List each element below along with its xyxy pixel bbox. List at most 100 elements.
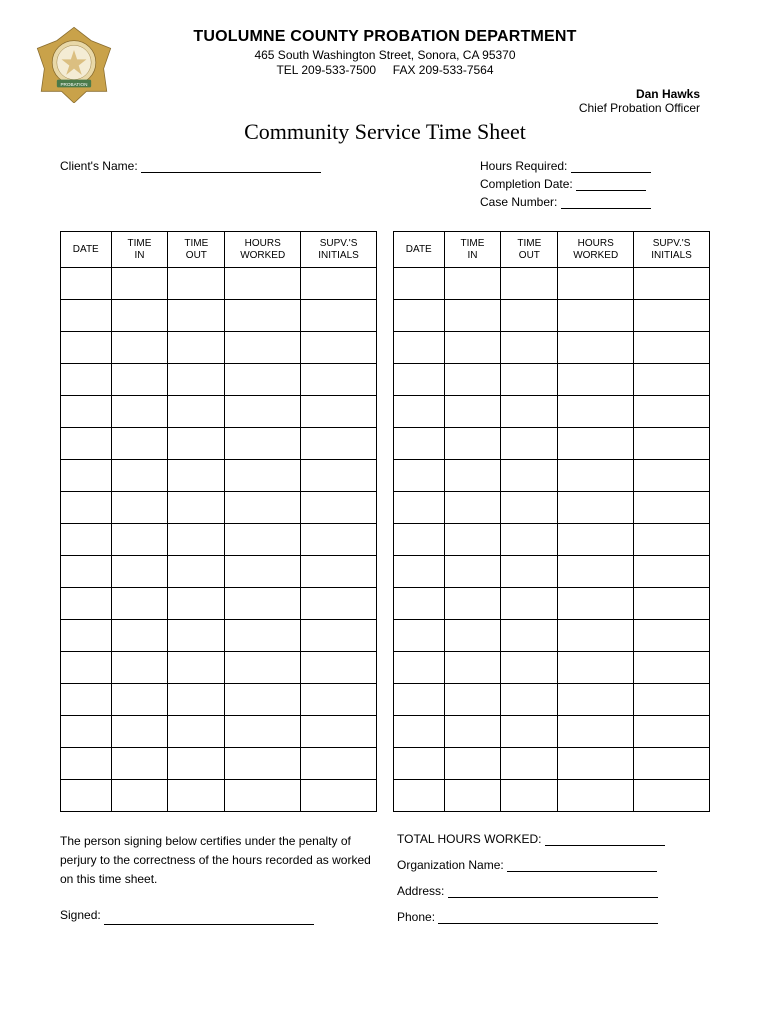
table-cell[interactable] — [225, 780, 301, 812]
total-hours-input[interactable] — [545, 834, 665, 846]
address-input[interactable] — [448, 886, 658, 898]
table-cell[interactable] — [558, 460, 634, 492]
table-cell[interactable] — [634, 492, 710, 524]
table-cell[interactable] — [301, 428, 377, 460]
table-cell[interactable] — [61, 652, 112, 684]
table-cell[interactable] — [558, 428, 634, 460]
table-cell[interactable] — [225, 620, 301, 652]
table-cell[interactable] — [61, 556, 112, 588]
table-cell[interactable] — [394, 332, 445, 364]
table-cell[interactable] — [111, 300, 168, 332]
table-cell[interactable] — [168, 268, 225, 300]
table-cell[interactable] — [168, 620, 225, 652]
table-cell[interactable] — [225, 396, 301, 428]
table-cell[interactable] — [168, 428, 225, 460]
table-cell[interactable] — [558, 652, 634, 684]
table-cell[interactable] — [301, 620, 377, 652]
table-cell[interactable] — [634, 716, 710, 748]
table-cell[interactable] — [168, 396, 225, 428]
table-cell[interactable] — [61, 396, 112, 428]
table-cell[interactable] — [394, 428, 445, 460]
table-cell[interactable] — [111, 556, 168, 588]
table-cell[interactable] — [558, 716, 634, 748]
table-cell[interactable] — [501, 684, 558, 716]
table-cell[interactable] — [444, 780, 501, 812]
table-cell[interactable] — [394, 364, 445, 396]
table-cell[interactable] — [168, 460, 225, 492]
table-cell[interactable] — [634, 556, 710, 588]
table-cell[interactable] — [558, 556, 634, 588]
table-cell[interactable] — [301, 300, 377, 332]
table-cell[interactable] — [558, 364, 634, 396]
table-cell[interactable] — [301, 492, 377, 524]
table-cell[interactable] — [558, 748, 634, 780]
table-cell[interactable] — [111, 780, 168, 812]
table-cell[interactable] — [61, 684, 112, 716]
table-cell[interactable] — [225, 652, 301, 684]
table-cell[interactable] — [168, 780, 225, 812]
hours-required-input[interactable] — [571, 161, 651, 173]
table-cell[interactable] — [558, 524, 634, 556]
table-cell[interactable] — [444, 364, 501, 396]
table-cell[interactable] — [111, 332, 168, 364]
table-cell[interactable] — [301, 556, 377, 588]
case-number-input[interactable] — [561, 197, 651, 209]
table-cell[interactable] — [634, 364, 710, 396]
table-cell[interactable] — [444, 396, 501, 428]
table-cell[interactable] — [558, 620, 634, 652]
completion-date-input[interactable] — [576, 179, 646, 191]
table-cell[interactable] — [301, 780, 377, 812]
client-name-input[interactable] — [141, 161, 321, 173]
table-cell[interactable] — [111, 396, 168, 428]
table-cell[interactable] — [444, 524, 501, 556]
table-cell[interactable] — [394, 620, 445, 652]
table-cell[interactable] — [111, 428, 168, 460]
table-cell[interactable] — [111, 652, 168, 684]
table-cell[interactable] — [444, 268, 501, 300]
table-cell[interactable] — [558, 300, 634, 332]
table-cell[interactable] — [444, 620, 501, 652]
table-cell[interactable] — [225, 716, 301, 748]
table-cell[interactable] — [444, 556, 501, 588]
table-cell[interactable] — [168, 364, 225, 396]
table-cell[interactable] — [501, 428, 558, 460]
table-cell[interactable] — [61, 332, 112, 364]
table-cell[interactable] — [394, 556, 445, 588]
table-cell[interactable] — [61, 780, 112, 812]
table-cell[interactable] — [301, 716, 377, 748]
table-cell[interactable] — [168, 524, 225, 556]
table-cell[interactable] — [61, 268, 112, 300]
table-cell[interactable] — [225, 428, 301, 460]
table-cell[interactable] — [225, 588, 301, 620]
table-cell[interactable] — [634, 652, 710, 684]
table-cell[interactable] — [501, 588, 558, 620]
table-cell[interactable] — [168, 684, 225, 716]
table-cell[interactable] — [225, 524, 301, 556]
table-cell[interactable] — [394, 684, 445, 716]
table-cell[interactable] — [634, 588, 710, 620]
table-cell[interactable] — [168, 748, 225, 780]
table-cell[interactable] — [111, 492, 168, 524]
table-cell[interactable] — [168, 716, 225, 748]
table-cell[interactable] — [394, 268, 445, 300]
table-cell[interactable] — [501, 524, 558, 556]
table-cell[interactable] — [444, 748, 501, 780]
table-cell[interactable] — [111, 364, 168, 396]
table-cell[interactable] — [558, 332, 634, 364]
table-cell[interactable] — [301, 460, 377, 492]
table-cell[interactable] — [61, 428, 112, 460]
table-cell[interactable] — [501, 780, 558, 812]
table-cell[interactable] — [168, 556, 225, 588]
table-cell[interactable] — [444, 492, 501, 524]
table-cell[interactable] — [501, 300, 558, 332]
table-cell[interactable] — [225, 492, 301, 524]
table-cell[interactable] — [501, 268, 558, 300]
table-cell[interactable] — [225, 556, 301, 588]
table-cell[interactable] — [61, 524, 112, 556]
table-cell[interactable] — [444, 460, 501, 492]
table-cell[interactable] — [168, 652, 225, 684]
table-cell[interactable] — [394, 780, 445, 812]
table-cell[interactable] — [61, 460, 112, 492]
table-cell[interactable] — [111, 588, 168, 620]
table-cell[interactable] — [225, 460, 301, 492]
